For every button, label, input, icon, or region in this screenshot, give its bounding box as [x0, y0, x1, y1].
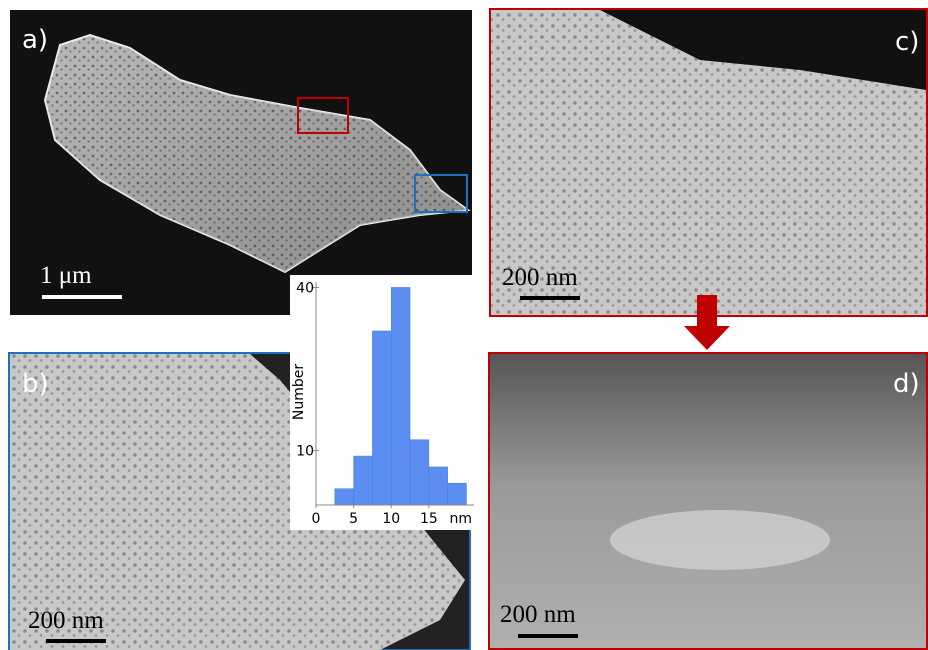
panel-a: a) 1 μm	[10, 10, 472, 315]
scale-bar-label: 200 nm	[502, 264, 578, 291]
x-tick-label: 0	[312, 511, 321, 527]
panel-label: c)	[895, 27, 919, 57]
flake-shade	[45, 35, 468, 272]
flake	[10, 354, 465, 650]
panel-d: d) 200 nm	[488, 352, 928, 650]
scale-bar-label: 1 μm	[40, 262, 92, 289]
x-tick-label: 15	[420, 511, 438, 527]
bar	[334, 488, 354, 506]
scale-bar-label: 200 nm	[500, 601, 576, 628]
bar	[372, 330, 392, 506]
panel-c: c) 200 nm	[489, 8, 928, 317]
bar	[428, 466, 448, 506]
bar	[390, 287, 411, 506]
x-tick-label: 10	[382, 511, 400, 527]
bar	[447, 482, 467, 506]
panel-label: a)	[22, 25, 48, 55]
y-tick-label: 40	[296, 280, 314, 296]
y-tick-label: 10	[296, 444, 314, 460]
flake	[491, 10, 926, 315]
panel-label: d)	[893, 369, 920, 399]
bar	[353, 455, 373, 506]
arrow	[684, 295, 730, 350]
bar	[409, 439, 430, 506]
zoom-box-c	[297, 97, 349, 134]
x-tick-label: 5	[349, 511, 358, 527]
zoom-box-b	[414, 174, 468, 213]
y-axis-label: Number	[291, 364, 307, 420]
histogram-inset: Number 10 40 0 5 10 15 nm	[290, 275, 478, 530]
scale-bar-label: 200 nm	[28, 607, 104, 634]
x-axis-unit: nm	[449, 511, 472, 527]
panel-label: b)	[22, 369, 49, 399]
bright-region	[610, 510, 830, 570]
sem-image	[488, 352, 928, 650]
